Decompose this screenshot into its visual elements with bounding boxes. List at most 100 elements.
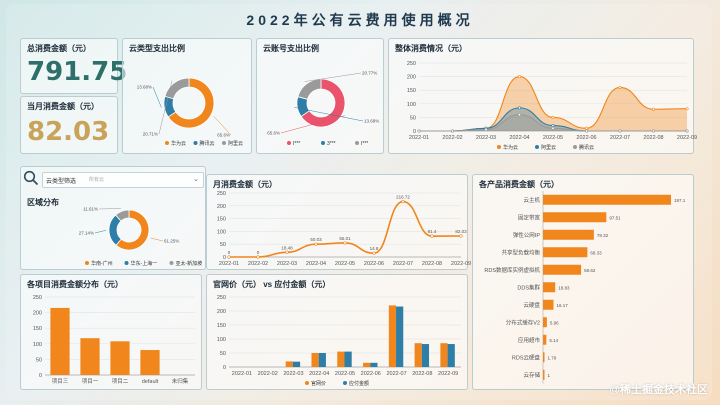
project-panel: 各项目消费金额分布（元） 0 50 100 150 200 250 项目三 项目一 项目二 def…: [20, 274, 202, 390]
data-label: 216.72: [396, 195, 410, 200]
data-point: [518, 106, 522, 110]
data-point: [518, 75, 522, 79]
cloud-type-title: 云类型支出比例: [129, 44, 185, 53]
official-vs-pay-chart: 0 50 100 150 200 250 2022-01 2022-02 2022-03 2022…: [217, 295, 461, 387]
y-tick-label: RDS云硬盘: [512, 353, 541, 361]
y-tick-label: 100: [33, 342, 42, 348]
y-tick-label: 200: [217, 204, 226, 210]
data-label: 1: [548, 373, 551, 378]
legend-marker: [222, 141, 226, 145]
search-icon[interactable]: [22, 169, 40, 187]
legend-label: 华南-广州: [91, 260, 113, 267]
y-tick-label: 250: [217, 295, 226, 301]
y-tick-label: 固定带宽: [518, 213, 541, 221]
bar: [543, 334, 547, 345]
legend-label: 华东-上海一: [131, 260, 158, 267]
data-point: [417, 129, 421, 133]
x-tick-label: 2022-05: [543, 135, 563, 141]
y-tick-label: 弹性公网IP: [513, 231, 541, 239]
legend-marker: [169, 261, 174, 265]
data-label: 78.32: [597, 233, 609, 238]
bar: [543, 194, 671, 205]
pie-slice: [164, 77, 190, 100]
project-title: 各项目消费金额分布（元）: [27, 280, 123, 289]
x-tick-label: 2022-04: [306, 261, 326, 267]
pie-slice: [115, 209, 130, 222]
bar: [543, 212, 607, 223]
x-tick-label: 2022-04: [509, 135, 529, 141]
data-point: [430, 234, 434, 238]
legend-marker: [355, 141, 359, 145]
bar: [396, 306, 404, 367]
pie-leader-line: [294, 107, 364, 122]
official-panel: 官网价（元） vs 应付金额（元） 0 50 100 150 200 250 2022-01…: [206, 274, 468, 390]
y-tick-label: 50: [36, 357, 42, 363]
y-tick-label: 200: [217, 309, 226, 315]
pie-leader-line: [280, 115, 345, 134]
legend-marker: [343, 381, 347, 385]
pie-leader-line: [94, 230, 107, 234]
y-tick-label: DDS集群: [517, 283, 540, 291]
kpi-total-card: 总消费金额（元） 791.75: [20, 38, 127, 94]
kpi-month-label: 当月消费金额（元）: [27, 102, 99, 111]
legend-marker: [535, 145, 539, 149]
bar: [370, 362, 378, 367]
data-label: 58.62: [584, 268, 596, 273]
overall-area-chart: 0 50 100 150 200 250 2022-01 2022-02 2022-03 2022…: [407, 61, 697, 151]
pie-value-label: 27.14%: [79, 231, 94, 236]
overall-panel: 整体消费情况（元） 0 50 100 150 200 250 2022-01 2022-02 2…: [388, 38, 697, 154]
data-point: [651, 129, 655, 133]
bar: [543, 229, 594, 240]
x-tick-label: 2022-09: [451, 261, 471, 267]
bar: [80, 338, 100, 375]
bar: [421, 344, 430, 367]
bar: [447, 344, 455, 367]
data-point: [551, 115, 555, 119]
data-label: 18.48: [281, 245, 293, 250]
y-tick-label: 250: [407, 61, 416, 67]
y-tick-label: 50: [410, 115, 416, 121]
data-point: [450, 129, 454, 133]
x-tick-label: 2022-02: [442, 135, 462, 141]
cloud-account-title: 云账号支出比例: [263, 44, 319, 53]
cloud-account-pie: 65.6% 13.68% 20.77% I*** 3*** I***: [267, 71, 379, 147]
legend-label: I***: [361, 141, 368, 147]
project-bar-chart: 0 50 100 150 200 250 项目三 项目一 项目二 default 未归集: [33, 295, 195, 385]
y-tick-label: 0: [223, 255, 226, 261]
x-tick-label: 2022-02: [248, 261, 268, 267]
data-label: 55.01: [339, 236, 351, 241]
x-tick-label: 2022-06: [361, 371, 381, 377]
legend-marker: [193, 141, 198, 145]
bar: [110, 341, 130, 375]
x-tick-label: 2022-07: [393, 261, 413, 267]
filter-label: 云类型筛选: [46, 179, 77, 185]
pie-value-label: 20.71%: [143, 132, 158, 137]
x-tick-label: 2022-02: [258, 371, 278, 377]
y-tick-label: 100: [217, 229, 226, 235]
bar: [388, 305, 397, 367]
x-tick-label: 2022-03: [277, 261, 297, 267]
legend-marker: [85, 261, 89, 265]
pie-value-label: 61.25%: [164, 239, 179, 244]
data-label: 18.83: [558, 285, 570, 290]
data-point: [685, 129, 689, 133]
legend-marker: [124, 261, 129, 265]
y-tick-label: 150: [217, 323, 226, 329]
data-label: 1.79: [548, 355, 557, 360]
data-point: [401, 199, 405, 204]
cloud-type-filter[interactable]: 云类型筛选 所有云 ⌄: [42, 172, 204, 188]
y-tick-label: 100: [217, 337, 226, 343]
kpi-month-card: 当月消费金额（元） 82.03: [20, 96, 118, 154]
data-label: 97.51: [609, 215, 621, 220]
y-tick-label: 250: [33, 295, 42, 301]
filter-value: 所有云: [89, 177, 105, 183]
pie-leader-line: [213, 116, 232, 136]
cloud-type-panel: 云类型支出比例 65.6% 13.68% 20.71% 华为云 腾讯云 阿里云: [122, 38, 252, 154]
data-label: 82.03: [455, 229, 467, 234]
y-tick-label: 0: [39, 373, 42, 379]
bar: [543, 352, 545, 363]
x-tick-label: 2022-01: [219, 261, 239, 267]
y-tick-label: 应用超市: [518, 336, 541, 344]
overall-title: 整体消费情况（元）: [395, 44, 467, 53]
cloud-type-pie: 65.6% 13.68% 20.71% 华为云 腾讯云 阿里云: [137, 77, 243, 147]
